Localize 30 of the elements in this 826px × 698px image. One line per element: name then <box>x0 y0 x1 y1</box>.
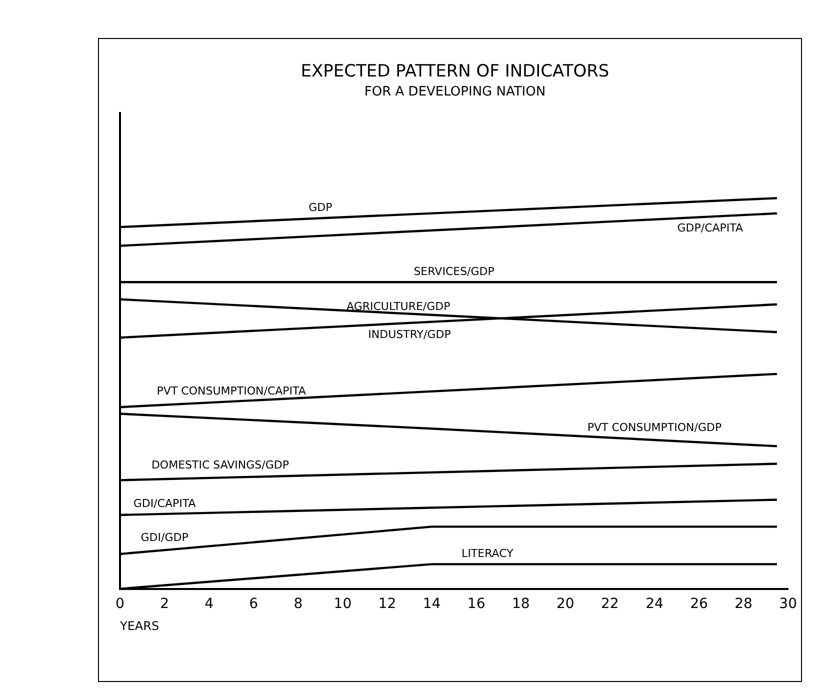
x-axis-title: YEARS <box>119 618 160 633</box>
x-tick-label: 18 <box>512 596 530 612</box>
series-label: GDI/GDP <box>140 530 189 544</box>
series-label: DOMESTIC SAVINGS/GDP <box>151 458 290 472</box>
x-tick-label: 12 <box>378 596 396 612</box>
x-tick-label: 0 <box>116 596 124 612</box>
x-tick-label: 22 <box>601 596 619 612</box>
x-tick-label: 20 <box>556 596 574 612</box>
x-tick-label: 28 <box>734 596 752 612</box>
series-label: INDUSTRY/GDP <box>368 328 452 341</box>
series-label: PVT CONSUMPTION/CAPITA <box>156 384 306 398</box>
x-tick-label: 8 <box>294 596 303 612</box>
series-label: PVT CONSUMPTION/GDP <box>587 420 722 434</box>
series-label: GDI/CAPITA <box>133 496 196 510</box>
x-tick-label: 10 <box>334 596 352 612</box>
x-tick-label: 14 <box>422 596 441 612</box>
chart-subtitle: FOR A DEVELOPING NATION <box>364 84 546 100</box>
x-tick-label: 6 <box>249 596 258 612</box>
x-tick-label: 16 <box>467 596 486 612</box>
chart-title: EXPECTED PATTERN OF INDICATORS <box>300 62 610 82</box>
series-label: GDP <box>308 201 333 214</box>
series-label: SERVICES/GDP <box>414 264 495 278</box>
series-label: LITERACY <box>462 547 514 560</box>
x-tick-label: 24 <box>646 596 664 612</box>
x-tick-label: 4 <box>204 596 214 612</box>
x-tick-label: 2 <box>160 596 169 612</box>
x-tick-label: 30 <box>779 596 798 612</box>
series-label: GDP/CAPITA <box>677 222 744 235</box>
x-tick-label: 26 <box>690 596 708 612</box>
series-label: AGRICULTURE/GDP <box>346 300 451 314</box>
